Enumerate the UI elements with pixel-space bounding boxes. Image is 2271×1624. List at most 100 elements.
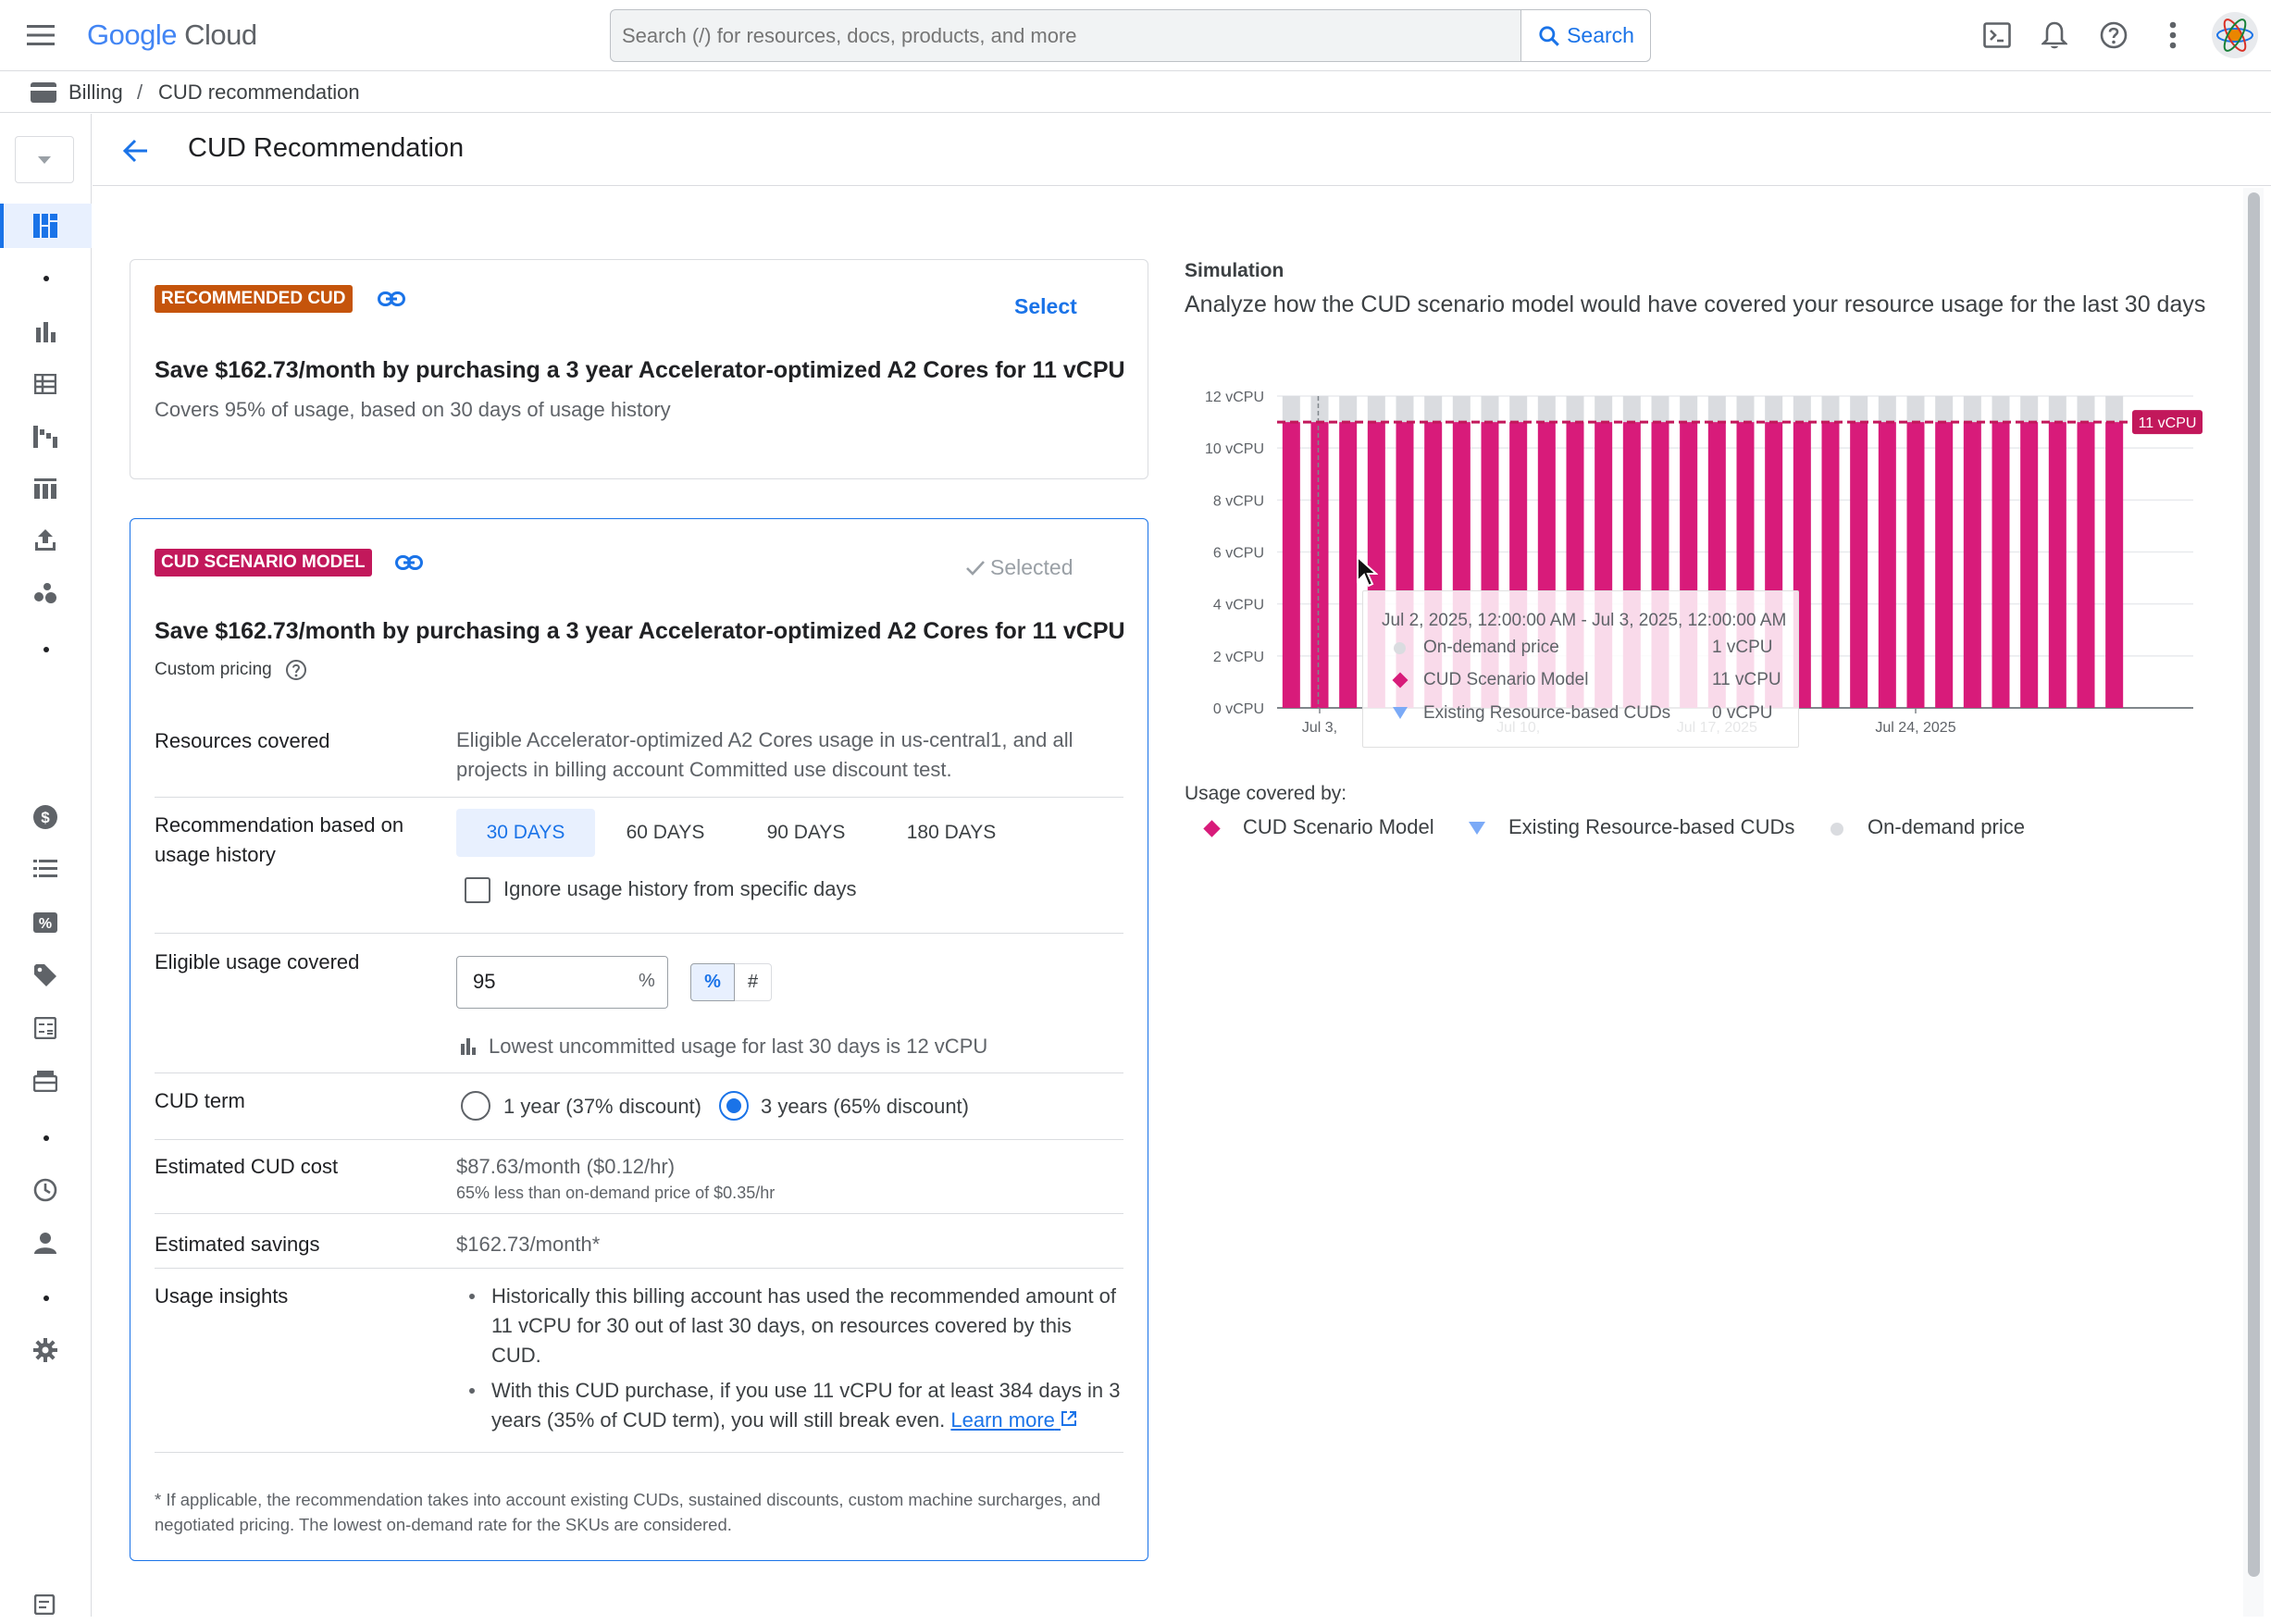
page-title: CUD Recommendation [188, 133, 465, 163]
history-30-days-button[interactable]: 30 DAYS [456, 809, 595, 857]
anomalies-icon[interactable] [26, 574, 65, 613]
bar-on-demand [1622, 396, 1641, 423]
bar-cud-scenario [1339, 422, 1358, 708]
learn-more-link[interactable]: Learn more [950, 1408, 1077, 1432]
bar-on-demand [1537, 396, 1556, 423]
bar-on-demand [1452, 396, 1471, 423]
history-clock-icon[interactable] [26, 1171, 65, 1209]
divider [155, 1268, 1123, 1269]
selected-indicator: Selected [965, 555, 1073, 580]
back-arrow-icon[interactable] [117, 132, 154, 169]
settings-gear-icon[interactable] [26, 1331, 65, 1370]
eligible-usage-value[interactable]: 95 [473, 970, 496, 993]
page-scrollbar-thumb[interactable] [2248, 192, 2260, 1577]
ignore-history-label[interactable]: Ignore usage history from specific days [503, 877, 857, 900]
calculator-icon[interactable] [26, 1009, 65, 1048]
tooltip-ondemand-dot [1394, 642, 1406, 654]
commitments-icon[interactable] [26, 469, 65, 508]
sidebar-item-overview-active[interactable] [0, 204, 92, 248]
export-icon[interactable] [26, 521, 65, 560]
cost-list-icon[interactable] [26, 849, 65, 888]
percent-toggle-button[interactable]: % [690, 963, 735, 1001]
divider [155, 797, 1123, 798]
term-1-year-label[interactable]: 1 year (37% discount) [503, 1095, 701, 1118]
breadcrumb-cud-recommendation[interactable]: CUD recommendation [158, 81, 360, 104]
discounts-percent-icon[interactable]: % [26, 903, 65, 942]
y-tick-label: 10 vCPU [1205, 441, 1264, 457]
ignore-history-checkbox[interactable] [465, 877, 490, 903]
insight-2-text: With this CUD purchase, if you use 11 vC… [491, 1379, 1121, 1432]
legend-cud-scenario-model[interactable]: CUD Scenario Model [1243, 815, 1434, 838]
estimated-cost-subtext: 65% less than on-demand price of $0.35/h… [456, 1184, 776, 1202]
notifications-icon[interactable] [2036, 17, 2073, 54]
tooltip-title: Jul 2, 2025, 12:00:00 AM - Jul 3, 2025, … [1382, 611, 1787, 630]
bar-cud-scenario [1850, 422, 1868, 708]
legend-existing-cuds[interactable]: Existing Resource-based CUDs [1508, 815, 1795, 838]
legend-on-demand-price[interactable]: On-demand price [1868, 815, 2025, 838]
term-3-year-label[interactable]: 3 years (65% discount) [761, 1095, 969, 1118]
more-options-icon[interactable] [2154, 17, 2191, 54]
recommended-headline: Save $162.73/month by purchasing a 3 yea… [155, 357, 1125, 383]
divider [155, 933, 1123, 934]
threshold-label: 11 vCPU [2139, 415, 2197, 431]
history-180-days-button[interactable]: 180 DAYS [906, 822, 997, 843]
history-60-days-button[interactable]: 60 DAYS [626, 822, 705, 843]
x-tick-label: Jul 24, 2025 [1875, 720, 1955, 736]
search-button[interactable]: Search [1520, 10, 1650, 61]
account-avatar[interactable] [2212, 12, 2258, 58]
breadcrumb-separator: / [137, 81, 143, 104]
nav-collapse-dropdown[interactable] [15, 136, 74, 183]
help-circle-icon[interactable] [282, 656, 310, 684]
simulation-description: Analyze how the CUD scenario model would… [1185, 291, 2206, 317]
breadcrumb-billing[interactable]: Billing [68, 81, 123, 104]
top-app-bar: Google Cloud Search [0, 0, 2271, 71]
tooltip-row-existing-name: Existing Resource-based CUDs [1423, 703, 1671, 723]
number-toggle-button[interactable]: # [735, 963, 772, 1001]
nav-separator-dot [43, 276, 49, 281]
bar-on-demand [1850, 396, 1868, 423]
link-icon[interactable] [392, 548, 426, 577]
search-input[interactable] [622, 17, 1515, 56]
google-cloud-logo[interactable]: Google Cloud [87, 17, 257, 54]
bar-on-demand [1396, 396, 1414, 423]
release-notes-icon[interactable] [26, 1585, 65, 1624]
bar-on-demand [1509, 396, 1528, 423]
bar-on-demand [1793, 396, 1811, 423]
account-person-icon[interactable] [26, 1223, 65, 1262]
help-icon[interactable] [2095, 17, 2132, 54]
bar-cud-scenario [2020, 422, 2039, 708]
bar-cud-scenario [1282, 422, 1300, 708]
insight-bullet [469, 1388, 475, 1394]
budget-icon[interactable] [26, 1061, 65, 1100]
checkmark-icon [966, 560, 985, 576]
tooltip-row-cud-value: 11 vCPU [1712, 670, 1781, 689]
estimated-cost-value: $87.63/month ($0.12/hr) [456, 1155, 676, 1178]
bar-on-demand [2105, 396, 2124, 423]
pricing-dollar-icon[interactable]: $ [26, 798, 65, 837]
term-1-year-radio[interactable] [461, 1091, 490, 1121]
left-nav-sidebar: $ % [0, 114, 92, 1617]
nav-separator-dot [43, 1135, 49, 1141]
nav-separator-dot [43, 1295, 49, 1301]
legend-ondemand-dot [1830, 823, 1843, 836]
link-icon[interactable] [375, 284, 408, 314]
cloud-shell-icon[interactable] [1979, 17, 2016, 54]
tag-icon[interactable] [26, 956, 65, 995]
main-menu-icon[interactable] [22, 17, 59, 54]
dashboard-icon[interactable] [26, 206, 65, 245]
resources-covered-value: Eligible Accelerator-optimized A2 Cores … [456, 728, 1073, 781]
history-90-days-button[interactable]: 90 DAYS [766, 822, 846, 843]
cost-breakdown-icon[interactable] [26, 417, 65, 456]
eligible-usage-field[interactable] [456, 956, 668, 1009]
reports-icon[interactable] [26, 313, 65, 352]
bar-cud-scenario [1935, 422, 1954, 708]
history-label: Recommendation based on usage history [155, 813, 404, 866]
y-tick-label: 0 vCPU [1213, 701, 1264, 717]
bar-on-demand [2077, 396, 2095, 423]
select-button[interactable]: Select [1014, 294, 1077, 318]
bar-on-demand [1963, 396, 1981, 423]
cost-table-icon[interactable] [26, 365, 65, 403]
term-3-year-radio[interactable] [719, 1091, 749, 1121]
tooltip-row-ondemand-name: On-demand price [1423, 638, 1559, 657]
divider [155, 1072, 1123, 1073]
